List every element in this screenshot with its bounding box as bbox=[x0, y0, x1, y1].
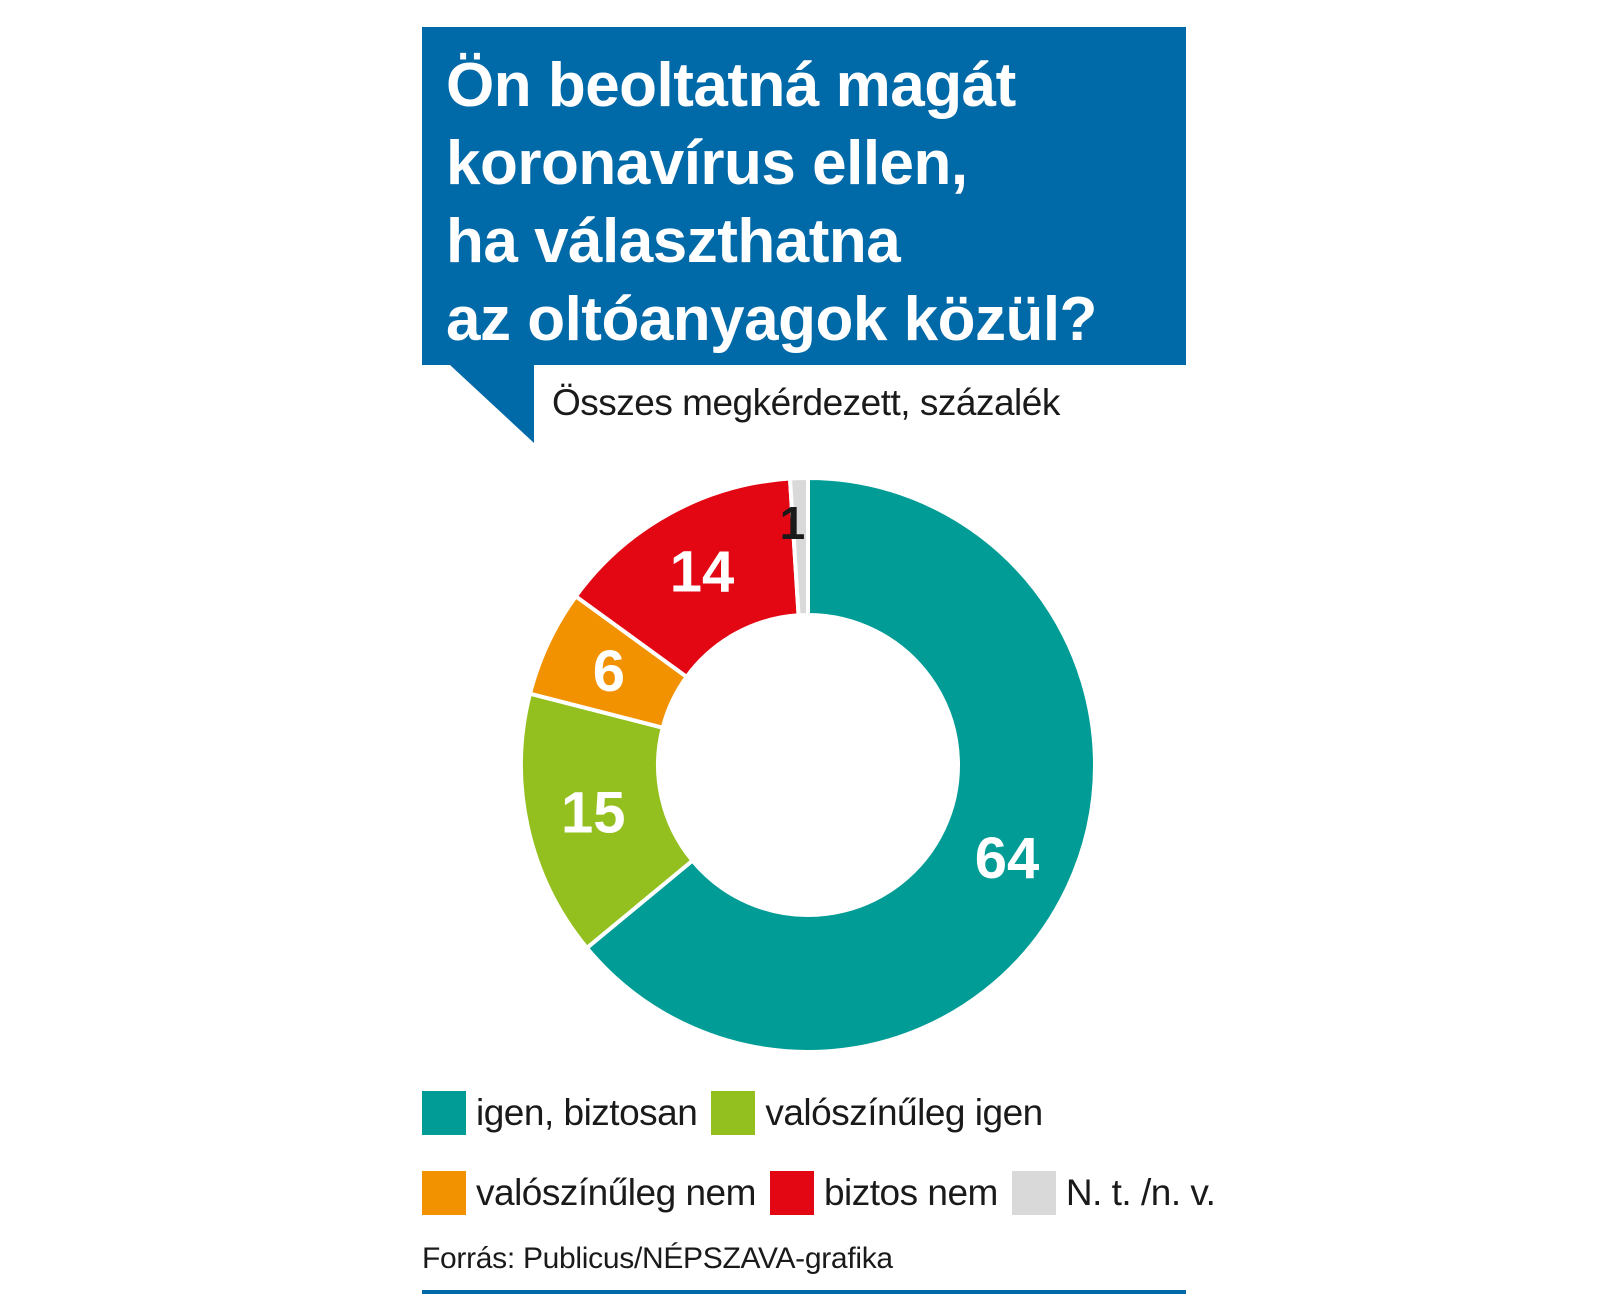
legend-swatch bbox=[422, 1171, 466, 1215]
legend-swatch bbox=[1011, 1171, 1056, 1215]
donut-value-label-biztos-nem: 14 bbox=[670, 540, 735, 605]
donut-value-labels: 64 15 6 14 1 bbox=[561, 497, 1039, 891]
legend-swatch bbox=[422, 1091, 466, 1135]
title-line-3: ha választhatna bbox=[446, 207, 901, 276]
donut-chart: 64 15 6 14 1 bbox=[519, 476, 1097, 1054]
legend-row: valószínűleg nem biztos nem N. t. /n. v. bbox=[422, 1163, 1216, 1223]
legend-item-igen-biztosan: igen, biztosan bbox=[422, 1091, 698, 1135]
legend-swatch bbox=[711, 1091, 756, 1135]
donut-slice-n-t-n-v bbox=[787, 476, 810, 618]
donut-slice-igen-biztosan bbox=[584, 476, 1097, 1054]
legend-item-n-t-n-v: N. t. /n. v. bbox=[1011, 1171, 1216, 1215]
title-line-2: koronavírus ellen, bbox=[446, 129, 968, 198]
legend-label: biztos nem bbox=[823, 1172, 998, 1213]
legend-row: igen, biztosan valószínűleg igen bbox=[422, 1083, 1202, 1143]
donut-slice-biztos-nem bbox=[573, 476, 801, 679]
title-line-1: Ön beoltatná magát bbox=[446, 51, 1016, 120]
speech-bubble-tail-shape bbox=[450, 365, 534, 443]
donut-slices bbox=[519, 476, 1097, 1054]
title-line-4: az oltóanyagok közül? bbox=[446, 285, 1097, 354]
donut-value-label-valoszinuleg-igen: 15 bbox=[561, 780, 626, 845]
legend-label: igen, biztosan bbox=[476, 1092, 698, 1133]
bottom-rule bbox=[422, 1290, 1186, 1294]
chart-legend: igen, biztosan valószínűleg igen valószínű… bbox=[422, 1083, 1216, 1243]
legend-label: N. t. /n. v. bbox=[1065, 1172, 1216, 1213]
title-box: Ön beoltatná magát koronavírus ellen, ha… bbox=[422, 27, 1186, 365]
donut-value-label-igen-biztosan: 64 bbox=[975, 826, 1040, 891]
donut-value-label-n-t-n-v: 1 bbox=[780, 497, 806, 549]
donut-value-label-valoszinuleg-nem: 6 bbox=[593, 639, 625, 704]
legend-label: valószínűleg igen bbox=[765, 1092, 1043, 1133]
legend-swatch bbox=[769, 1171, 814, 1215]
chart-subtitle: Összes megkérdezett, százalék bbox=[552, 382, 1060, 423]
speech-bubble-tail bbox=[450, 365, 534, 443]
donut-slice-valoszinuleg-igen bbox=[519, 691, 695, 950]
legend-item-valoszinuleg-igen: valószínűleg igen bbox=[711, 1091, 1043, 1135]
legend-item-biztos-nem: biztos nem bbox=[769, 1171, 998, 1215]
legend-item-valoszinuleg-nem: valószínűleg nem bbox=[422, 1171, 756, 1215]
legend-label: valószínűleg nem bbox=[476, 1172, 756, 1213]
source-note: Forrás: Publicus/NÉPSZAVA-grafika bbox=[422, 1242, 893, 1275]
